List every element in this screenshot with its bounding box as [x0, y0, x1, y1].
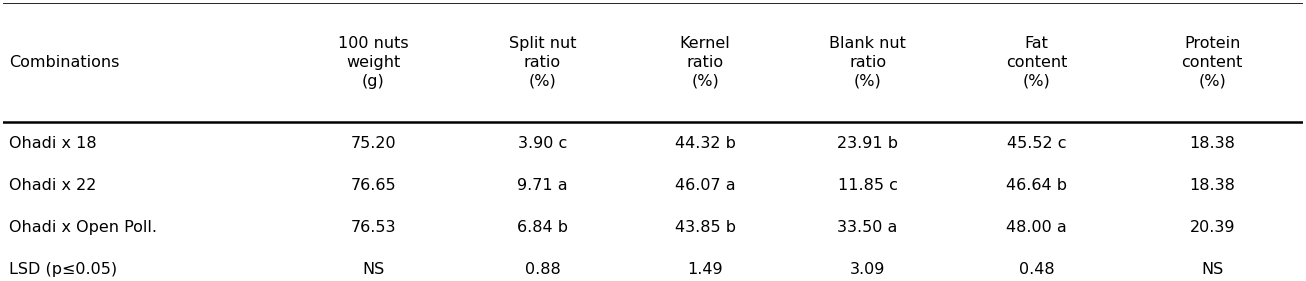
- Text: 11.85 c: 11.85 c: [837, 178, 897, 193]
- Text: Split nut
ratio
(%): Split nut ratio (%): [509, 37, 576, 89]
- Text: 75.20: 75.20: [350, 136, 396, 151]
- Text: Combinations: Combinations: [9, 55, 120, 70]
- Text: LSD (p≤0.05): LSD (p≤0.05): [9, 262, 118, 277]
- Text: 0.48: 0.48: [1019, 262, 1054, 277]
- Text: Ohadi x 22: Ohadi x 22: [9, 178, 97, 193]
- Text: Protein
content
(%): Protein content (%): [1182, 37, 1243, 89]
- Text: Kernel
ratio
(%): Kernel ratio (%): [679, 37, 730, 89]
- Text: 46.07 a: 46.07 a: [675, 178, 735, 193]
- Text: NS: NS: [1202, 262, 1224, 277]
- Text: Ohadi x 18: Ohadi x 18: [9, 136, 97, 151]
- Text: Fat
content
(%): Fat content (%): [1006, 37, 1067, 89]
- Text: 3.09: 3.09: [850, 262, 885, 277]
- Text: 44.32 b: 44.32 b: [675, 136, 735, 151]
- Text: 18.38: 18.38: [1190, 136, 1235, 151]
- Text: 6.84 b: 6.84 b: [517, 220, 568, 235]
- Text: 20.39: 20.39: [1190, 220, 1235, 235]
- Text: 23.91 b: 23.91 b: [837, 136, 899, 151]
- Text: 33.50 a: 33.50 a: [837, 220, 897, 235]
- Text: 46.64 b: 46.64 b: [1006, 178, 1067, 193]
- Text: 100 nuts
weight
(g): 100 nuts weight (g): [338, 37, 409, 89]
- Text: 76.65: 76.65: [350, 178, 396, 193]
- Text: 43.85 b: 43.85 b: [674, 220, 735, 235]
- Text: 0.88: 0.88: [525, 262, 560, 277]
- Text: Ohadi x Open Poll.: Ohadi x Open Poll.: [9, 220, 157, 235]
- Text: 18.38: 18.38: [1190, 178, 1235, 193]
- Text: 3.90 c: 3.90 c: [518, 136, 567, 151]
- Text: 1.49: 1.49: [687, 262, 722, 277]
- Text: Blank nut
ratio
(%): Blank nut ratio (%): [829, 37, 906, 89]
- Text: 76.53: 76.53: [350, 220, 396, 235]
- Text: 9.71 a: 9.71 a: [517, 178, 568, 193]
- Text: NS: NS: [362, 262, 384, 277]
- Text: 48.00 a: 48.00 a: [1006, 220, 1067, 235]
- Text: 45.52 c: 45.52 c: [1007, 136, 1067, 151]
